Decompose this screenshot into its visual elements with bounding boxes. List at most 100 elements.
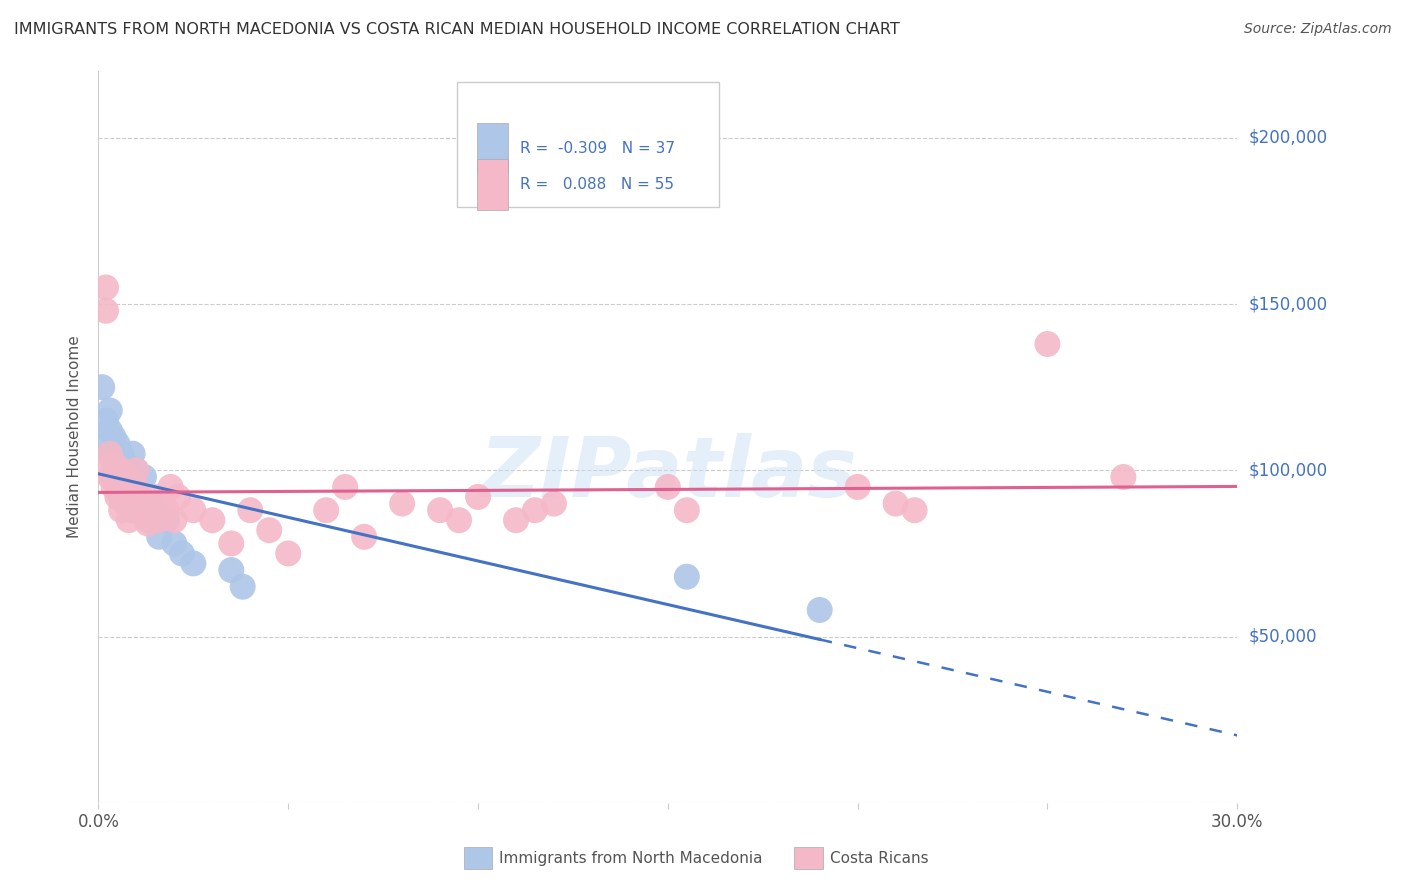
Point bbox=[118, 470, 141, 484]
Point bbox=[353, 530, 375, 544]
Point bbox=[145, 503, 167, 517]
Text: $50,000: $50,000 bbox=[1249, 628, 1317, 646]
Point bbox=[110, 490, 132, 504]
Text: $100,000: $100,000 bbox=[1249, 461, 1327, 479]
Point bbox=[163, 513, 186, 527]
Point bbox=[132, 497, 155, 511]
Point bbox=[315, 503, 337, 517]
Point bbox=[107, 490, 129, 504]
Text: Source: ZipAtlas.com: Source: ZipAtlas.com bbox=[1244, 22, 1392, 37]
Point bbox=[94, 303, 117, 318]
Point bbox=[94, 280, 117, 294]
Point bbox=[129, 503, 152, 517]
Text: $200,000: $200,000 bbox=[1249, 128, 1327, 147]
Point bbox=[1112, 470, 1135, 484]
Point bbox=[183, 557, 205, 571]
Text: Immigrants from North Macedonia: Immigrants from North Macedonia bbox=[499, 851, 762, 865]
Point bbox=[505, 513, 527, 527]
Point bbox=[141, 497, 163, 511]
Point bbox=[676, 503, 699, 517]
Point bbox=[114, 497, 136, 511]
Point bbox=[232, 580, 254, 594]
Point bbox=[103, 470, 125, 484]
Point bbox=[259, 523, 281, 537]
Point bbox=[449, 513, 471, 527]
Point bbox=[107, 463, 129, 477]
Bar bbox=[477, 159, 509, 211]
Point bbox=[136, 513, 159, 527]
Point bbox=[121, 447, 143, 461]
Point bbox=[121, 480, 143, 494]
Point bbox=[808, 603, 831, 617]
Point bbox=[98, 424, 121, 438]
Point bbox=[201, 513, 224, 527]
Point bbox=[167, 490, 190, 504]
Text: R =   0.088   N = 55: R = 0.088 N = 55 bbox=[520, 178, 673, 193]
Point bbox=[98, 447, 121, 461]
Point bbox=[103, 457, 125, 471]
Point bbox=[1036, 337, 1059, 351]
Point bbox=[884, 497, 907, 511]
Point bbox=[107, 436, 129, 450]
Point bbox=[110, 503, 132, 517]
Point bbox=[129, 490, 152, 504]
Point bbox=[103, 430, 125, 444]
Point bbox=[132, 470, 155, 484]
Point bbox=[524, 503, 547, 517]
Point bbox=[657, 480, 679, 494]
Point bbox=[170, 546, 193, 560]
Point bbox=[91, 463, 114, 477]
Point bbox=[183, 503, 205, 517]
Point bbox=[141, 503, 163, 517]
Point bbox=[94, 413, 117, 427]
Point bbox=[125, 480, 148, 494]
Bar bbox=[477, 122, 509, 174]
Point bbox=[467, 490, 489, 504]
Text: R =  -0.309   N = 37: R = -0.309 N = 37 bbox=[520, 141, 675, 156]
Point bbox=[221, 563, 243, 577]
Point bbox=[904, 503, 927, 517]
Point bbox=[277, 546, 299, 560]
Point bbox=[98, 403, 121, 417]
Y-axis label: Median Household Income: Median Household Income bbox=[67, 335, 83, 539]
Point bbox=[103, 480, 125, 494]
Point bbox=[676, 570, 699, 584]
Point bbox=[145, 490, 167, 504]
Point bbox=[107, 480, 129, 494]
Point bbox=[148, 530, 170, 544]
Point bbox=[114, 457, 136, 471]
Point bbox=[429, 503, 451, 517]
Point bbox=[114, 476, 136, 491]
FancyBboxPatch shape bbox=[457, 82, 718, 207]
Point bbox=[98, 447, 121, 461]
Point bbox=[110, 470, 132, 484]
Point bbox=[91, 380, 114, 394]
Point bbox=[335, 480, 357, 494]
Point bbox=[152, 497, 174, 511]
Point bbox=[846, 480, 869, 494]
Point bbox=[156, 513, 179, 527]
Point bbox=[125, 463, 148, 477]
Point bbox=[221, 536, 243, 550]
Point bbox=[391, 497, 413, 511]
Point bbox=[159, 480, 181, 494]
Point bbox=[163, 536, 186, 550]
Point bbox=[132, 509, 155, 524]
Point bbox=[543, 497, 565, 511]
Point bbox=[118, 513, 141, 527]
Point bbox=[110, 463, 132, 477]
Point bbox=[103, 453, 125, 467]
Text: $150,000: $150,000 bbox=[1249, 295, 1327, 313]
Point bbox=[148, 513, 170, 527]
Text: IMMIGRANTS FROM NORTH MACEDONIA VS COSTA RICAN MEDIAN HOUSEHOLD INCOME CORRELATI: IMMIGRANTS FROM NORTH MACEDONIA VS COSTA… bbox=[14, 22, 900, 37]
Point bbox=[239, 503, 262, 517]
Point bbox=[110, 447, 132, 461]
Point bbox=[125, 480, 148, 494]
Point bbox=[107, 470, 129, 484]
Point bbox=[136, 516, 159, 531]
Point bbox=[98, 470, 121, 484]
Point bbox=[114, 476, 136, 491]
Point bbox=[94, 436, 117, 450]
Point bbox=[121, 503, 143, 517]
Text: ZIPatlas: ZIPatlas bbox=[479, 434, 856, 514]
